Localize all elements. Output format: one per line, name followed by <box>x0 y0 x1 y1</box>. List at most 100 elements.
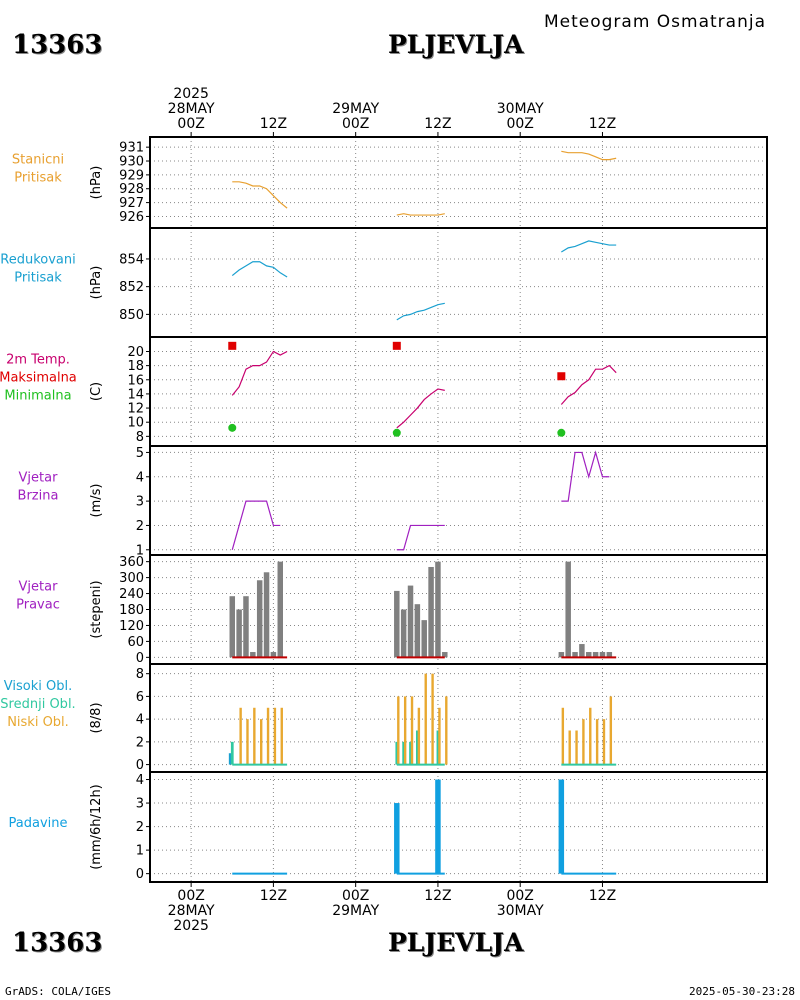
y-tick-label: 931 <box>119 141 144 156</box>
series-line <box>231 261 288 278</box>
panel-frame <box>149 663 768 773</box>
bar <box>394 803 400 874</box>
bar <box>250 652 256 658</box>
y-tick-label: 0 <box>136 758 144 773</box>
bar <box>407 585 414 658</box>
bar <box>280 707 283 765</box>
x-tick-label-bottom: 00Z <box>506 888 533 904</box>
bar <box>402 741 406 765</box>
y-tick-label: 4 <box>136 470 144 485</box>
bar <box>442 652 448 658</box>
bar <box>239 707 242 765</box>
y-tick-label: 929 <box>119 168 144 183</box>
bar <box>595 719 599 765</box>
bar <box>415 730 419 765</box>
y-tick-label: 12 <box>127 402 144 417</box>
bar <box>606 652 613 658</box>
x-tick-label-top: 00Z <box>177 116 204 132</box>
generated-timestamp: 2025-05-30-23:28 <box>689 985 795 998</box>
bar <box>592 652 599 658</box>
panel-label: 2m Temp. <box>6 353 70 368</box>
series-line <box>396 388 445 429</box>
bar <box>435 561 441 658</box>
y-tick-label: 2 <box>136 735 144 750</box>
series-line <box>561 240 617 253</box>
x-tick-label-top: 28MAY <box>168 101 215 117</box>
y-tick-label: 2 <box>136 519 144 534</box>
software-credit: GrADS: COLA/IGES <box>5 985 111 998</box>
x-tick-label-top: 00Z <box>342 116 369 132</box>
bar <box>431 673 434 765</box>
bar <box>410 696 414 765</box>
series-line <box>560 364 617 405</box>
bar <box>558 652 565 658</box>
y-tick-label: 14 <box>127 387 144 402</box>
bar <box>263 572 270 658</box>
y-tick-label: 2 <box>136 820 144 835</box>
y-tick-label: 10 <box>127 416 144 431</box>
axis-unit-label: (hPa) <box>89 166 104 200</box>
y-tick-label: 4 <box>136 773 144 788</box>
tmin-marker <box>228 423 237 432</box>
panel-label: Vjetar <box>19 471 59 486</box>
bar <box>602 719 606 765</box>
y-tick-label: 930 <box>119 155 144 170</box>
series-line <box>231 500 281 550</box>
y-tick-label: 300 <box>119 571 144 586</box>
bar <box>414 604 421 658</box>
tmin-marker <box>392 428 401 437</box>
x-tick-label-bottom: 12Z <box>424 888 451 904</box>
bar <box>266 707 270 765</box>
panel-frame <box>149 771 768 883</box>
y-tick-label: 850 <box>119 308 144 323</box>
x-tick-label-bottom: 00Z <box>342 888 369 904</box>
axis-unit-label: (m/s) <box>89 484 104 518</box>
bar <box>230 741 234 765</box>
x-tick-label-bottom: 30MAY <box>497 903 544 919</box>
y-tick-label: 4 <box>136 713 144 728</box>
series-line <box>232 181 288 209</box>
series-line <box>561 450 610 502</box>
y-tick-label: 3 <box>136 495 144 510</box>
bar <box>259 719 263 765</box>
x-tick-label-top: 30MAY <box>497 101 544 117</box>
panel-label: Minimalna <box>4 389 71 404</box>
station-name-top: PLJEVLJA <box>388 30 524 59</box>
bar <box>445 696 448 765</box>
bar <box>243 596 249 658</box>
panel-label: Padavine <box>9 816 68 831</box>
axis-unit-label: (hPa) <box>89 266 104 300</box>
bar <box>424 673 427 765</box>
y-tick-label: 20 <box>127 345 144 360</box>
panel-label: Maksimalna <box>0 371 77 386</box>
bar <box>228 753 232 765</box>
tmin-marker <box>557 428 566 437</box>
axis-unit-label: (mm/6h/12h) <box>89 784 104 870</box>
series-line <box>396 213 445 216</box>
axis-unit-label: (C) <box>89 382 104 401</box>
panel-frame <box>149 227 768 338</box>
bar <box>417 707 421 765</box>
x-tick-label-bottom: 12Z <box>260 888 287 904</box>
y-tick-label: 6 <box>136 690 144 705</box>
y-tick-label: 854 <box>119 252 144 267</box>
y-tick-label: 360 <box>119 555 144 570</box>
tmax-marker <box>557 372 566 381</box>
y-tick-label: 180 <box>119 603 144 618</box>
series-line <box>561 150 617 161</box>
x-tick-label-top: 12Z <box>589 116 616 132</box>
bar <box>397 696 400 765</box>
bar <box>400 609 407 658</box>
bar <box>568 730 571 765</box>
x-tick-label-top: 29MAY <box>332 101 379 117</box>
tmax-marker <box>392 341 401 350</box>
station-id-top: 13363 <box>12 30 103 60</box>
y-tick-label: 18 <box>127 359 144 374</box>
bar <box>421 620 427 658</box>
x-tick-label-bottom: 28MAY <box>168 903 215 919</box>
y-tick-label: 60 <box>127 635 144 650</box>
y-tick-label: 16 <box>127 373 144 388</box>
station-name-bottom: PLJEVLJA <box>388 928 524 957</box>
y-tick-label: 0 <box>136 651 144 666</box>
bar <box>428 566 434 658</box>
